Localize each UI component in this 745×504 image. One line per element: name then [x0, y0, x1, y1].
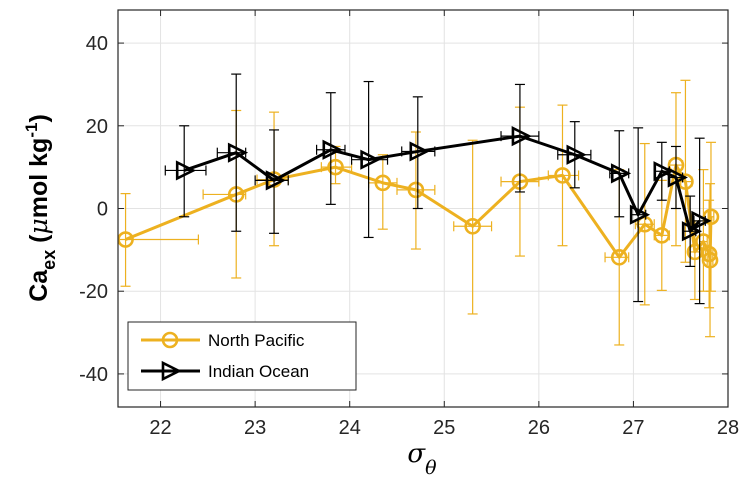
- legend-label: Indian Ocean: [208, 362, 309, 381]
- x-tick-label: 22: [149, 417, 171, 439]
- data-point: [511, 126, 532, 147]
- data-point: [327, 158, 344, 176]
- data-point: [691, 210, 712, 232]
- x-tick-label: 25: [433, 417, 455, 439]
- data-point: [374, 174, 392, 192]
- x-axis-label: σθ: [407, 439, 437, 479]
- data-point: [610, 163, 632, 184]
- data-point: [409, 141, 430, 162]
- data-point: [610, 248, 628, 266]
- y-label-close: ): [25, 114, 53, 122]
- y-label-open: (: [25, 234, 53, 250]
- data-point: [701, 251, 719, 269]
- data-point: [360, 149, 381, 170]
- data-point: [265, 170, 286, 191]
- data-point: [629, 204, 651, 225]
- data-point: [175, 160, 197, 181]
- x-tick-label: 28: [717, 417, 739, 439]
- y-axis-label: Caex (μmol kg-1): [22, 114, 59, 302]
- y-tick-label: -40: [79, 364, 108, 386]
- data-point: [667, 167, 688, 188]
- y-label-subscript: ex: [39, 250, 59, 270]
- x-tick-label: 24: [339, 417, 361, 439]
- data-point: [653, 161, 674, 182]
- y-tick-label: -20: [79, 281, 108, 303]
- data-point: [653, 227, 671, 244]
- data-point: [681, 221, 703, 242]
- y-label-units: mol kg: [25, 138, 53, 219]
- legend: North Pacific Indian Ocean: [127, 321, 357, 391]
- data-point: [322, 139, 343, 160]
- data-point: [566, 144, 587, 165]
- series-line: [124, 163, 713, 262]
- legend-label: North Pacific: [208, 331, 305, 350]
- x-axis-label-subscript: θ: [425, 457, 437, 479]
- data-point: [700, 245, 718, 263]
- legend-marker: [161, 331, 179, 349]
- series-north-pacific: [118, 79, 720, 346]
- data-point: [702, 208, 720, 226]
- plot-area: 22 23 24 25 26 27 28 -40 -20 0 20 40 σθ Caex (μmol kg…: [22, 9, 739, 479]
- data-point: [554, 167, 571, 184]
- data-point: [407, 181, 425, 199]
- y-tick-label: 40: [86, 33, 108, 55]
- y-label-main: Ca: [25, 269, 53, 302]
- x-tick-label: 27: [622, 417, 644, 439]
- y-tick-label: 0: [97, 199, 108, 221]
- legend-marker: [161, 360, 182, 382]
- series-indian-ocean: [164, 73, 712, 305]
- x-tick-label: 23: [244, 417, 266, 439]
- data-point: [464, 217, 481, 235]
- data-point: [227, 142, 249, 163]
- y-tick-label: 20: [86, 116, 108, 138]
- series-line: [183, 134, 701, 233]
- x-axis-label-symbol: σ: [407, 439, 426, 469]
- data-layer: [118, 73, 720, 346]
- y-label-mu: μ: [24, 218, 53, 234]
- x-tick-label: 26: [528, 417, 550, 439]
- y-label-superscript: -1: [22, 123, 41, 138]
